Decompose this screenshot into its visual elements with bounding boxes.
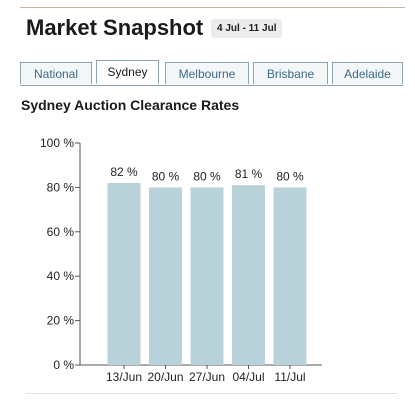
bottom-divider bbox=[26, 393, 397, 394]
y-tick-label: 80 % bbox=[47, 180, 75, 194]
header: Market Snapshot 4 Jul - 11 Jul bbox=[0, 0, 415, 46]
city-tabs: National Sydney Melbourne Brisbane Adela… bbox=[20, 60, 403, 86]
y-tick-label: 60 % bbox=[47, 225, 75, 239]
x-tick-label: 04/Jul bbox=[232, 370, 264, 384]
tab-brisbane[interactable]: Brisbane bbox=[253, 62, 328, 84]
x-tick-label: 11/Jul bbox=[274, 370, 305, 384]
bar bbox=[107, 182, 141, 365]
x-tick-label: 20/Jun bbox=[147, 370, 183, 384]
y-tick-label: 20 % bbox=[47, 314, 75, 328]
tab-adelaide[interactable]: Adelaide bbox=[332, 62, 403, 84]
x-tick-label: 27/Jun bbox=[189, 370, 225, 384]
date-range-badge: 4 Jul - 11 Jul bbox=[211, 19, 283, 38]
y-tick-label: 0 % bbox=[53, 358, 74, 372]
bar bbox=[149, 187, 182, 365]
header-divider bbox=[20, 7, 405, 8]
bar bbox=[273, 187, 307, 365]
tab-national[interactable]: National bbox=[20, 62, 92, 84]
bar-value-label: 80 % bbox=[276, 169, 304, 183]
bar bbox=[190, 187, 224, 365]
chart-title: Sydney Auction Clearance Rates bbox=[21, 97, 240, 113]
tab-sydney[interactable]: Sydney bbox=[96, 60, 159, 84]
bar-value-label: 81 % bbox=[235, 167, 263, 181]
y-tick-label: 40 % bbox=[47, 269, 75, 283]
bar bbox=[232, 185, 265, 365]
bar-value-label: 82 % bbox=[110, 165, 138, 179]
x-tick-label: 13/Jun bbox=[106, 370, 142, 384]
page-title: Market Snapshot bbox=[26, 15, 204, 40]
tab-melbourne[interactable]: Melbourne bbox=[165, 62, 249, 84]
bar-value-label: 80 % bbox=[193, 169, 221, 183]
bar-value-label: 80 % bbox=[152, 169, 180, 183]
clearance-rate-chart: 0 % 20 % 40 % 60 % 80 % 100 % 82 % 13/Jun 80 % 20… bbox=[40, 136, 322, 384]
y-tick-label: 100 % bbox=[40, 136, 74, 150]
